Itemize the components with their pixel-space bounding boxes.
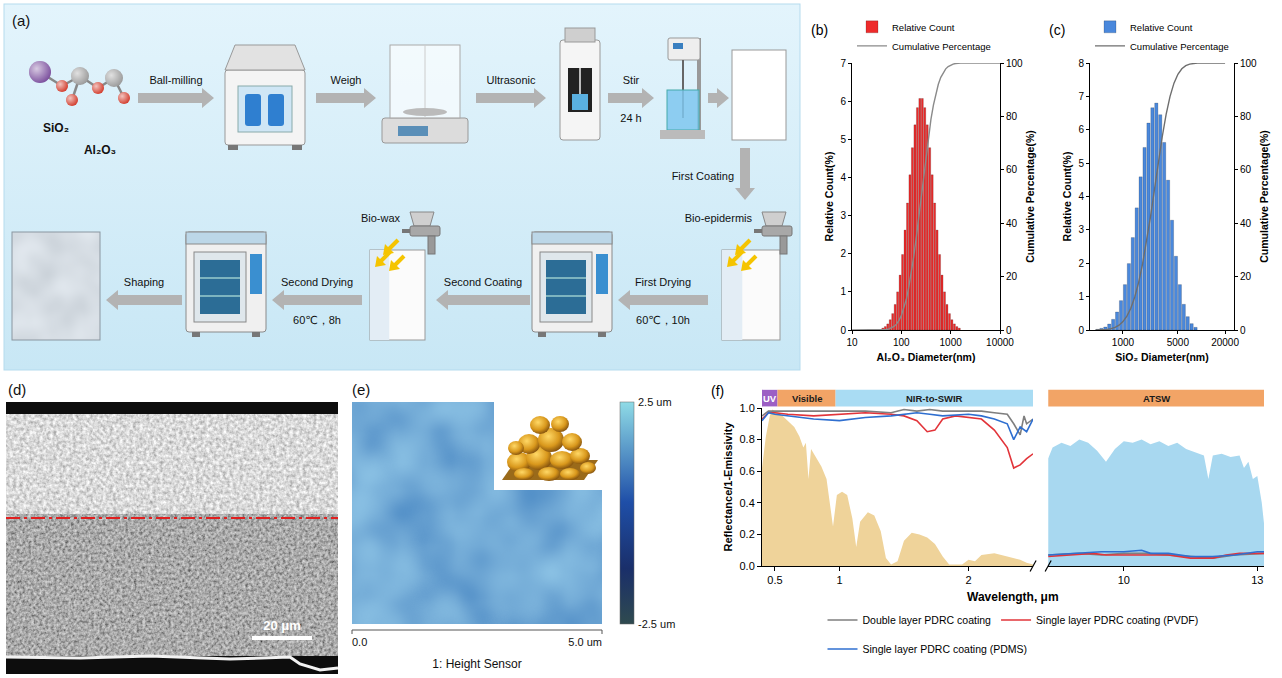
svg-text:0: 0	[1078, 325, 1084, 336]
svg-text:Al₂O₃: Al₂O₃	[84, 143, 116, 157]
svg-text:UV: UV	[763, 393, 777, 404]
svg-text:100: 100	[893, 337, 910, 348]
svg-text:Relative Count: Relative Count	[1130, 22, 1193, 33]
svg-text:(c): (c)	[1049, 22, 1065, 38]
svg-text:10: 10	[1118, 574, 1130, 586]
svg-text:Second Drying: Second Drying	[281, 276, 353, 288]
svg-text:2: 2	[1078, 258, 1084, 269]
svg-text:2: 2	[965, 574, 971, 586]
svg-text:4: 4	[840, 172, 846, 183]
svg-text:Double layer PDRC coating: Double layer PDRC coating	[863, 614, 992, 626]
svg-text:80: 80	[1240, 111, 1252, 122]
svg-text:24 h: 24 h	[620, 112, 641, 124]
svg-text:Bio-epidermis: Bio-epidermis	[685, 212, 753, 224]
svg-text:Bio-wax: Bio-wax	[361, 212, 401, 224]
svg-text:1: 1	[836, 574, 842, 586]
svg-text:Cumulative Percentage(%): Cumulative Percentage(%)	[1258, 130, 1270, 262]
svg-text:SiO₂: SiO₂	[43, 121, 69, 135]
svg-text:Single layer PDRC coating (PDM: Single layer PDRC coating (PDMS)	[863, 643, 1028, 655]
svg-text:Cumulative Percentage: Cumulative Percentage	[892, 41, 991, 52]
svg-text:1: Height Sensor: 1: Height Sensor	[432, 657, 521, 671]
svg-text:-2.5 um: -2.5 um	[638, 618, 675, 630]
svg-text:5000: 5000	[1167, 337, 1190, 348]
svg-text:1: 1	[840, 286, 846, 297]
svg-text:Relative Count(%): Relative Count(%)	[1061, 152, 1073, 242]
svg-text:0: 0	[1240, 325, 1246, 336]
svg-text:Reflectance/1-Emissivity: Reflectance/1-Emissivity	[722, 422, 734, 552]
svg-text:SiO₂ Diameter(nm): SiO₂ Diameter(nm)	[1115, 351, 1208, 363]
svg-text:7: 7	[1078, 91, 1084, 102]
svg-text:60℃，10h: 60℃，10h	[636, 314, 690, 326]
svg-text:Single layer PDRC coating (PVD: Single layer PDRC coating (PVDF)	[1036, 614, 1198, 626]
svg-text:2: 2	[840, 248, 846, 259]
svg-text:13: 13	[1251, 574, 1263, 586]
svg-text:5: 5	[1078, 158, 1084, 169]
svg-text:(f): (f)	[711, 383, 724, 399]
svg-text:0: 0	[840, 325, 846, 336]
svg-text:20000: 20000	[1211, 337, 1239, 348]
svg-text:NIR-to-SWIR: NIR-to-SWIR	[906, 393, 963, 404]
svg-text:(e): (e)	[352, 381, 370, 398]
svg-text:Wavelength, μm: Wavelength, μm	[967, 590, 1059, 604]
svg-text:100: 100	[1240, 58, 1257, 69]
svg-text:(d): (d)	[8, 381, 26, 398]
svg-text:100: 100	[1006, 58, 1023, 69]
svg-text:0.5: 0.5	[767, 574, 782, 586]
svg-text:60℃，8h: 60℃，8h	[293, 314, 341, 326]
svg-text:7: 7	[840, 58, 846, 69]
svg-text:0.2: 0.2	[740, 528, 755, 540]
svg-text:Ball-milling: Ball-milling	[149, 74, 202, 86]
svg-text:20: 20	[1006, 271, 1018, 282]
svg-text:5.0 um: 5.0 um	[568, 636, 602, 648]
svg-text:Visible: Visible	[792, 393, 822, 404]
svg-text:5: 5	[840, 134, 846, 145]
svg-text:ATSW: ATSW	[1143, 393, 1170, 404]
svg-text:0.8: 0.8	[740, 433, 755, 445]
svg-text:80: 80	[1006, 111, 1018, 122]
svg-text:40: 40	[1240, 218, 1252, 229]
svg-text:8: 8	[1078, 58, 1084, 69]
svg-text:10000: 10000	[986, 337, 1014, 348]
svg-text:(a): (a)	[12, 12, 30, 29]
svg-text:Second Coating: Second Coating	[444, 276, 522, 288]
svg-text:20 μm: 20 μm	[263, 618, 301, 633]
svg-text:Weigh: Weigh	[331, 74, 362, 86]
svg-text:1: 1	[1078, 291, 1084, 302]
svg-text:4: 4	[1078, 191, 1084, 202]
svg-text:Al₂O₃ Diameter(nm): Al₂O₃ Diameter(nm)	[877, 351, 976, 363]
svg-text:(b): (b)	[811, 22, 828, 38]
svg-text:60: 60	[1006, 164, 1018, 175]
svg-text:6: 6	[840, 96, 846, 107]
svg-text:0.0: 0.0	[740, 560, 755, 572]
svg-text:3: 3	[840, 210, 846, 221]
svg-text:60: 60	[1240, 164, 1252, 175]
svg-text:Shaping: Shaping	[124, 276, 164, 288]
svg-text:0: 0	[1006, 325, 1012, 336]
svg-text:Stir: Stir	[623, 74, 640, 86]
svg-text:First Coating: First Coating	[672, 170, 734, 182]
svg-text:0.0: 0.0	[352, 636, 367, 648]
svg-text:Cumulative Percentage(%): Cumulative Percentage(%)	[1024, 130, 1036, 262]
svg-text:10: 10	[846, 337, 858, 348]
svg-text:First Drying: First Drying	[635, 276, 691, 288]
svg-text:40: 40	[1006, 218, 1018, 229]
svg-text:2.5 um: 2.5 um	[638, 396, 672, 408]
svg-text:Relative Count: Relative Count	[892, 22, 955, 33]
svg-text:1000: 1000	[1112, 337, 1135, 348]
svg-text:Ultrasonic: Ultrasonic	[487, 74, 536, 86]
svg-text:6: 6	[1078, 124, 1084, 135]
svg-text:Cumulative Percentage: Cumulative Percentage	[1130, 41, 1229, 52]
svg-text:Relative Count(%): Relative Count(%)	[823, 152, 835, 242]
svg-text:0.4: 0.4	[740, 497, 755, 509]
svg-text:20: 20	[1240, 271, 1252, 282]
svg-text:1.0: 1.0	[740, 402, 755, 414]
svg-text:1000: 1000	[940, 337, 963, 348]
svg-text:3: 3	[1078, 224, 1084, 235]
svg-text:0.6: 0.6	[740, 465, 755, 477]
